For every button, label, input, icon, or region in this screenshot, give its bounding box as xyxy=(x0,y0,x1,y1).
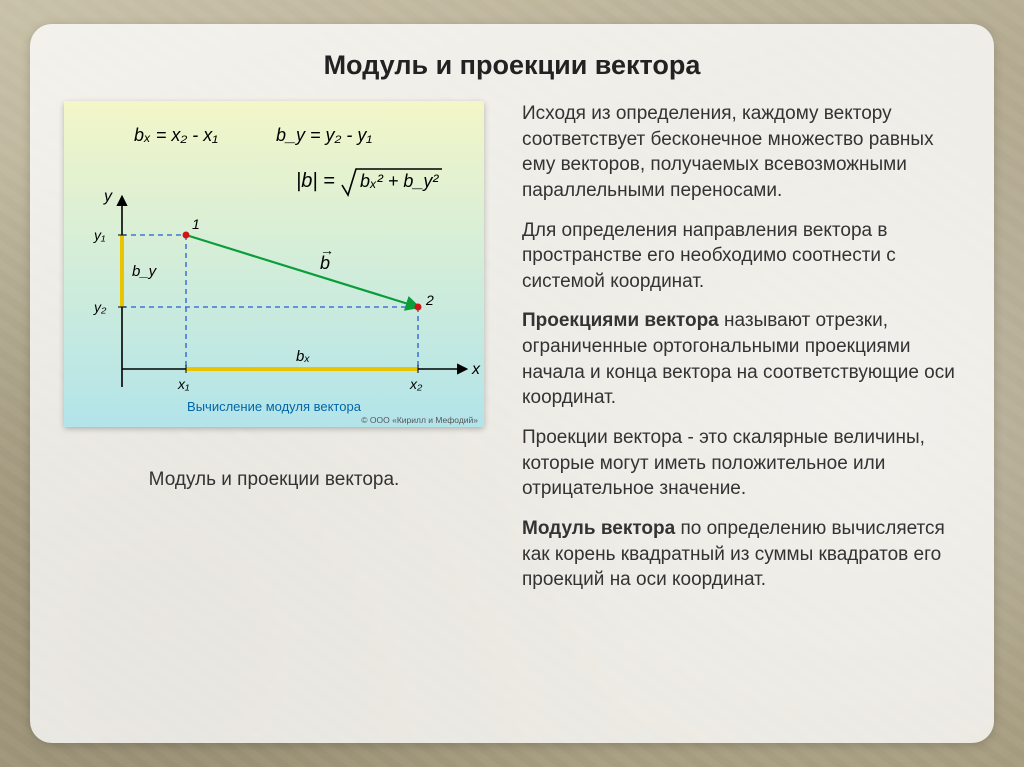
svg-text:x₂: x₂ xyxy=(409,376,423,392)
paragraph-1: Исходя из определения, каждому вектору с… xyxy=(522,101,960,204)
svg-text:b_y = y₂ - y₁: b_y = y₂ - y₁ xyxy=(276,125,372,145)
svg-text:bₓ = x₂ - x₁: bₓ = x₂ - x₁ xyxy=(134,125,218,145)
svg-text:x₁: x₁ xyxy=(177,376,190,392)
svg-text:y₁: y₁ xyxy=(93,227,106,243)
paragraph-4: Проекции вектора - это скалярные величин… xyxy=(522,425,960,502)
paragraph-3: Проекциями вектора называют отрезки, огр… xyxy=(522,308,960,411)
svg-text:y₂: y₂ xyxy=(93,299,107,315)
paragraph-5: Модуль вектора по определению вычисляетс… xyxy=(522,516,960,593)
svg-text:b_y: b_y xyxy=(132,263,158,280)
svg-text:1: 1 xyxy=(192,216,200,232)
svg-text:b: b xyxy=(320,253,330,273)
figure-caption: Модуль и проекции вектора. xyxy=(64,469,484,491)
proj-term: Проекциями вектора xyxy=(522,310,719,331)
modulus-term: Модуль вектора xyxy=(522,518,675,539)
svg-text:© ООО «Кирилл и Мефодий»: © ООО «Кирилл и Мефодий» xyxy=(361,415,478,425)
text-column: Исходя из определения, каждому вектору с… xyxy=(522,101,960,607)
content-panel: Модуль и проекции вектора xyxy=(30,24,994,743)
svg-text:Вычисление модуля вектора: Вычисление модуля вектора xyxy=(187,399,362,414)
vector-diagram: bₓ = x₂ - x₁ b_y = y₂ - y₁ |b| = bₓ² + b_y²… xyxy=(64,101,484,427)
svg-text:bₓ: bₓ xyxy=(296,348,310,365)
paragraph-2: Для определения направления вектора в пр… xyxy=(522,218,960,295)
svg-text:y: y xyxy=(103,188,113,205)
figure-column: bₓ = x₂ - x₁ b_y = y₂ - y₁ |b| = bₓ² + b_y²… xyxy=(64,101,494,607)
svg-text:bₓ² + b_y²: bₓ² + b_y² xyxy=(360,171,439,191)
svg-text:2: 2 xyxy=(425,292,434,308)
svg-text:|b| =: |b| = xyxy=(296,170,335,192)
two-column-layout: bₓ = x₂ - x₁ b_y = y₂ - y₁ |b| = bₓ² + b_y²… xyxy=(64,101,960,607)
svg-text:x: x xyxy=(471,361,481,378)
page-title: Модуль и проекции вектора xyxy=(64,50,960,81)
